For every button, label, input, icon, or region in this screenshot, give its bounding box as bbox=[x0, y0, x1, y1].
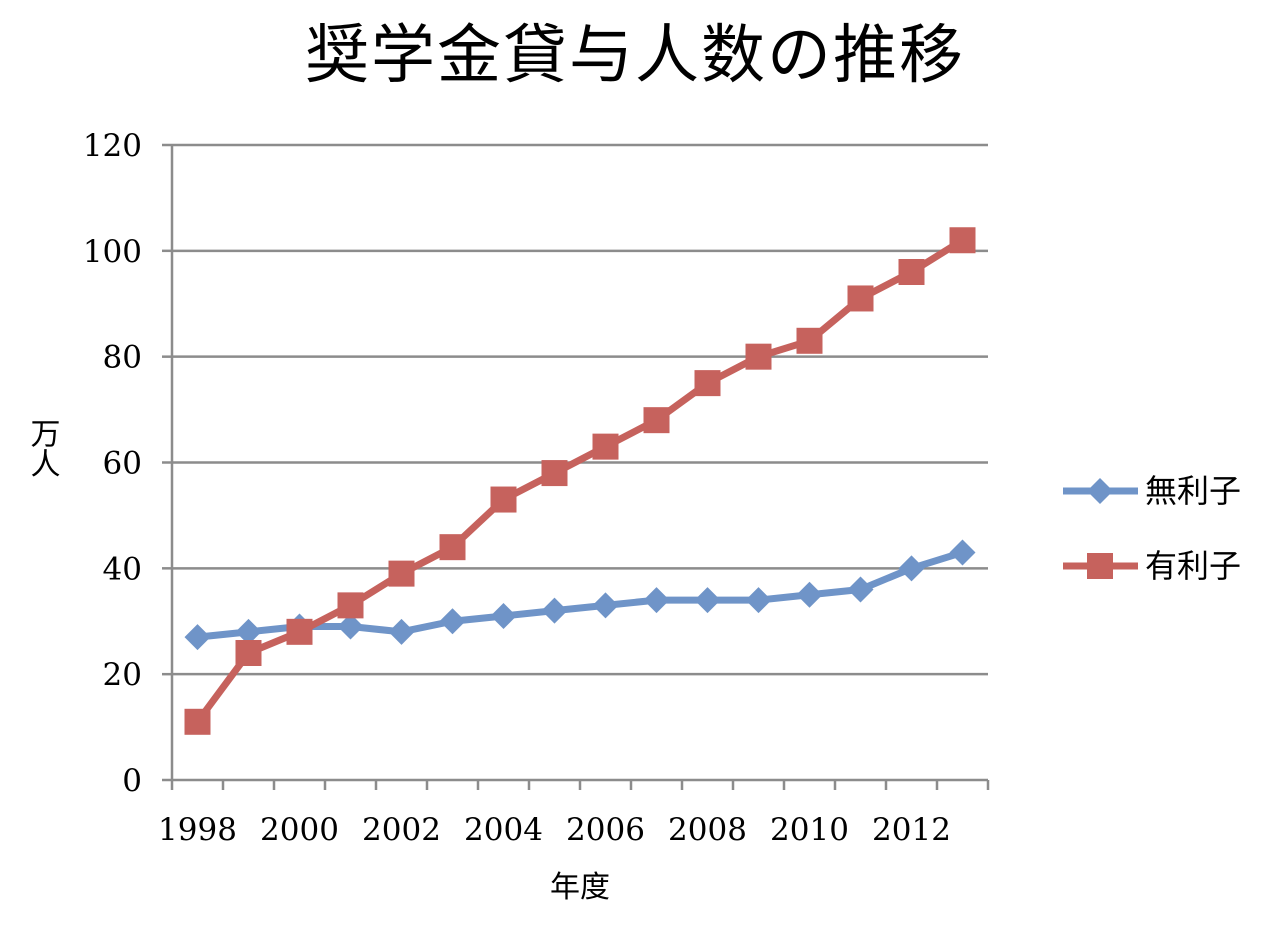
x-tick-label: 2008 bbox=[668, 812, 747, 848]
data-point-square bbox=[541, 460, 568, 487]
data-point-diamond bbox=[541, 597, 568, 624]
y-axis-ticks: 0 20 40 60 80 100 120 bbox=[83, 128, 172, 799]
y-tick-label: 40 bbox=[103, 551, 142, 587]
series-line bbox=[197, 549, 964, 641]
y-tick-label: 80 bbox=[103, 340, 142, 376]
legend-label: 有利子 bbox=[1145, 547, 1241, 585]
data-point-diamond bbox=[592, 592, 619, 619]
legend-marker bbox=[1087, 478, 1113, 504]
x-tick-label: 1998 bbox=[158, 812, 237, 848]
x-tick-label: 2010 bbox=[770, 812, 849, 848]
y-tick-label: 100 bbox=[83, 234, 142, 270]
data-point-diamond bbox=[745, 587, 772, 614]
data-point-square bbox=[847, 285, 874, 312]
data-point-diamond bbox=[439, 608, 466, 635]
data-point-square bbox=[643, 407, 670, 434]
legend-label: 無利子 bbox=[1145, 472, 1241, 510]
data-point-square bbox=[796, 327, 823, 354]
data-point-square bbox=[694, 370, 721, 397]
x-axis-title: 年度 bbox=[550, 870, 610, 905]
data-point-diamond bbox=[796, 581, 823, 608]
y-tick-label: 60 bbox=[103, 446, 142, 482]
series-2 bbox=[184, 227, 976, 735]
data-point-diamond bbox=[184, 624, 211, 651]
data-point-diamond bbox=[235, 618, 262, 645]
data-point-square bbox=[745, 343, 772, 370]
data-point-diamond bbox=[694, 587, 721, 614]
data-point-diamond bbox=[898, 555, 925, 582]
data-point-square bbox=[388, 560, 415, 587]
x-tick-label: 2000 bbox=[260, 812, 339, 848]
chart-title: 奨学金貸与人数の推移 bbox=[305, 19, 965, 93]
data-point-square bbox=[592, 433, 619, 460]
data-point-square bbox=[490, 486, 517, 513]
x-tick-label: 2012 bbox=[872, 812, 951, 848]
legend-item: 無利子 bbox=[1063, 472, 1241, 510]
data-point-square bbox=[337, 592, 364, 619]
series-line bbox=[194, 237, 965, 724]
data-point-square bbox=[184, 708, 211, 735]
y-tick-label: 20 bbox=[103, 657, 142, 693]
data-point-diamond bbox=[490, 602, 517, 629]
legend-item: 有利子 bbox=[1063, 547, 1241, 585]
data-point-square bbox=[949, 227, 976, 254]
x-tick-label: 2002 bbox=[362, 812, 441, 848]
data-point-square bbox=[235, 640, 262, 666]
data-point-square bbox=[898, 259, 925, 285]
legend-marker bbox=[1087, 553, 1113, 579]
data-point-diamond bbox=[388, 618, 415, 645]
data-point-square bbox=[286, 618, 313, 645]
x-tick-label: 2004 bbox=[464, 812, 543, 848]
x-tick-label: 2006 bbox=[566, 812, 645, 848]
y-tick-label: 0 bbox=[122, 763, 142, 799]
y-tick-label: 120 bbox=[83, 128, 142, 164]
data-point-diamond bbox=[847, 576, 874, 603]
x-axis-ticks: 1998 2000 2002 2004 2006 2008 2010 2012 bbox=[158, 780, 990, 848]
data-point-diamond bbox=[643, 587, 670, 614]
series-layer bbox=[184, 227, 976, 735]
data-point-diamond bbox=[337, 613, 364, 640]
data-point-diamond bbox=[949, 539, 976, 566]
y-axis-title: 万人 bbox=[25, 418, 60, 478]
data-point-square bbox=[439, 534, 466, 561]
